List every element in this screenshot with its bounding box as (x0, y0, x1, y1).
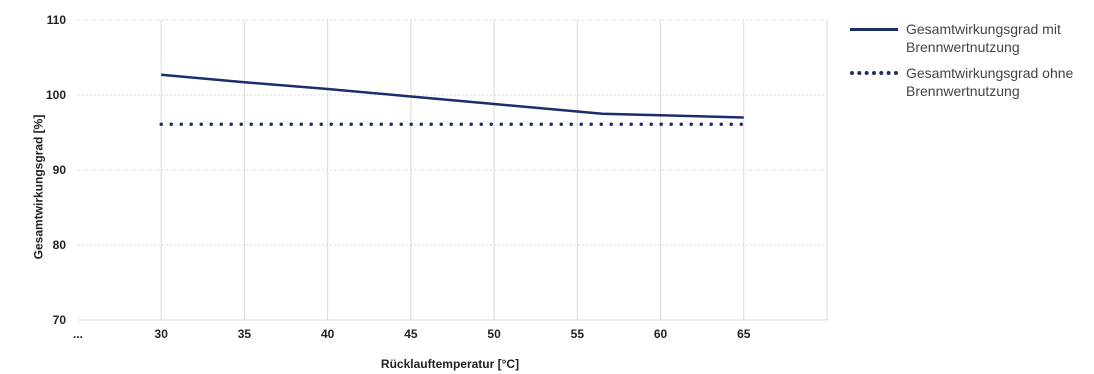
legend-swatch-solid (850, 20, 902, 38)
x-tick-label-ellipsis: ... (73, 327, 83, 341)
y-axis-title: Gesamtwirkungsgrad [%] (31, 114, 46, 260)
legend-label-mit: Gesamtwirkungsgrad mit Brennwertnutzung (906, 21, 1061, 55)
legend-item-ohne: Gesamtwirkungsgrad ohne Brennwertnutzung (850, 64, 1090, 100)
y-tick-label-90: 90 (53, 163, 67, 177)
y-tick-label-110: 110 (47, 13, 67, 27)
x-tick-label-65: 65 (737, 327, 751, 341)
x-tick-label-45: 45 (404, 327, 418, 341)
x-axis-title: Rücklauftemperatur [°C] (380, 357, 520, 371)
x-tick-label-30: 30 (155, 327, 169, 341)
legend-swatch-dotted (850, 64, 902, 82)
legend: Gesamtwirkungsgrad mit Brennwertnutzung … (850, 20, 1090, 108)
x-tick-label-50: 50 (487, 327, 501, 341)
series-line-mit-brennwert (161, 73, 744, 119)
x-tick-label-55: 55 (571, 327, 585, 341)
x-tick-label-40: 40 (321, 327, 335, 341)
y-tick-label-100: 100 (46, 88, 66, 102)
y-tick-label-80: 80 (53, 238, 67, 252)
y-tick-label-70: 70 (53, 313, 67, 327)
legend-label-ohne: Gesamtwirkungsgrad ohne Brennwertnutzung (906, 65, 1074, 99)
x-tick-label-60: 60 (654, 327, 668, 341)
legend-item-mit: Gesamtwirkungsgrad mit Brennwertnutzung (850, 20, 1090, 56)
x-tick-label-35: 35 (238, 327, 252, 341)
